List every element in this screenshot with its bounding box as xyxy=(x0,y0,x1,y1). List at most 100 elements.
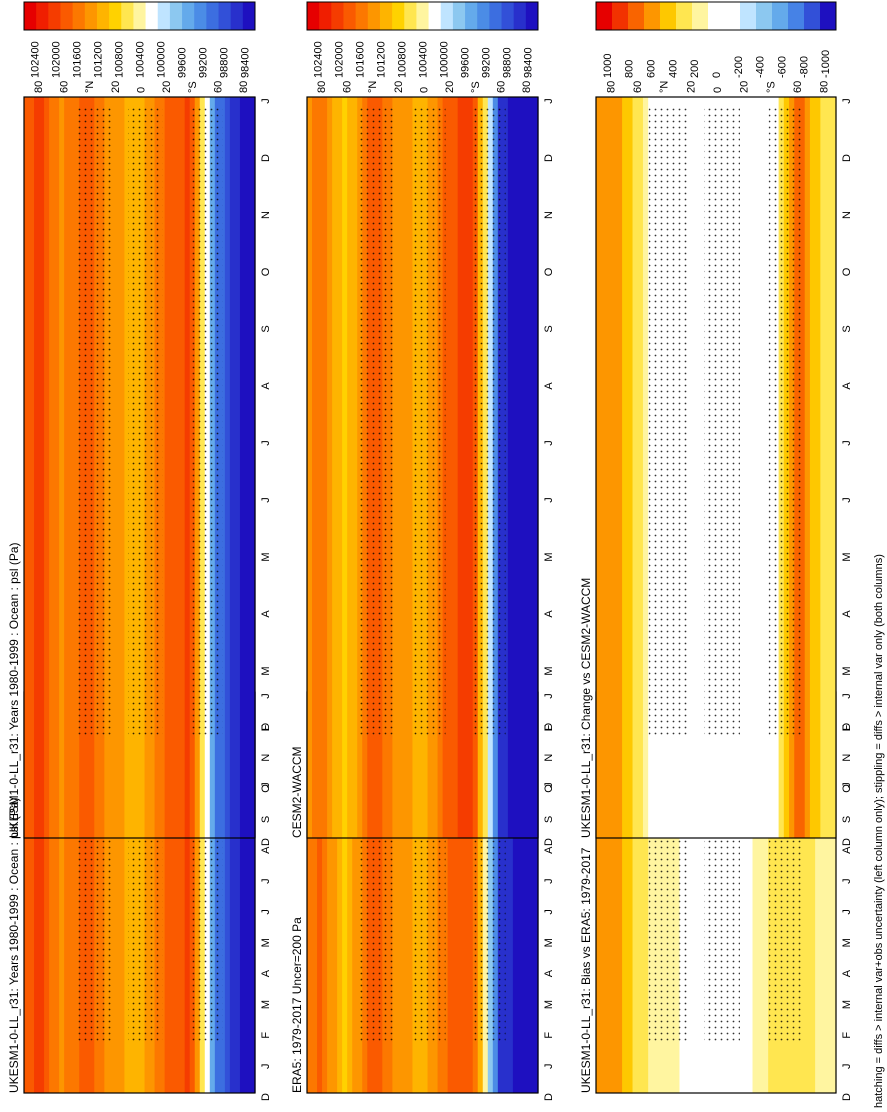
x-tick-label: J xyxy=(841,909,853,915)
colorbar-swatch xyxy=(84,2,98,30)
y-tick-label: 20 xyxy=(685,81,697,93)
colorbar-label: -800 xyxy=(798,56,810,78)
colorbar-label: 102000 xyxy=(334,41,346,78)
x-tick-label: M xyxy=(841,1000,853,1009)
heat-cell xyxy=(24,692,30,1093)
heat-cell xyxy=(109,97,115,838)
y-tick-label: 20 xyxy=(393,81,405,93)
heat-cell xyxy=(332,692,338,1093)
heat-cell xyxy=(752,97,759,838)
heat-cell xyxy=(804,692,811,1093)
heat-cell xyxy=(527,692,534,1093)
x-tick-label: S xyxy=(841,325,853,332)
panel-right-middle: 80 60 °N 20 0 20 °S 60 80 D J F M A M J J A S O N D J CESM2-WAC… xyxy=(290,1,555,846)
heat-cell xyxy=(317,692,323,1093)
heat-cell xyxy=(462,692,469,1093)
heat-cell xyxy=(402,692,409,1093)
x-tick-label: S xyxy=(260,325,272,332)
x-tick-label: D xyxy=(841,154,853,162)
heat-cell xyxy=(54,97,60,838)
x-tick-label: S xyxy=(841,816,853,823)
heat-cell xyxy=(809,692,816,1093)
heat-cell xyxy=(342,97,348,838)
heat-cell xyxy=(804,97,811,838)
stippling-region xyxy=(190,107,223,737)
heat-cell xyxy=(249,97,256,838)
heat-cell xyxy=(109,692,115,1093)
x-tick-label: M xyxy=(260,666,272,675)
heat-cell xyxy=(606,97,613,838)
colorbar-label: 200 xyxy=(689,60,701,78)
x-tick-label: A xyxy=(841,610,853,618)
y-tick-label: 20 xyxy=(161,81,173,93)
colorbar-label: 100000 xyxy=(439,41,451,78)
heat-cell xyxy=(397,97,404,838)
y-tick-label: 60 xyxy=(632,81,644,93)
x-tick-label: S xyxy=(543,816,555,823)
heat-cell xyxy=(747,97,754,838)
heat-cell xyxy=(184,692,191,1093)
panel-title: UKESM1-0-LL_r31: Years 1980-1999 : Ocean… xyxy=(7,542,21,838)
x-tick-label: O xyxy=(260,784,272,793)
colorbar-swatch xyxy=(331,2,344,30)
colorbar-label: 400 xyxy=(667,60,679,78)
heat-cell xyxy=(502,97,509,838)
heat-cell xyxy=(632,97,639,838)
heat-cell xyxy=(616,97,623,838)
colorbar-frame xyxy=(23,1,256,31)
heat-cell xyxy=(700,692,707,1093)
heat-cell xyxy=(532,97,539,838)
stippling-region xyxy=(704,107,740,737)
colorbar-swatch xyxy=(206,2,220,30)
x-tick-label: J xyxy=(841,878,853,884)
colorbar-label: -400 xyxy=(755,56,767,78)
y-tick-label: 0 xyxy=(136,87,148,93)
x-tick-label: D xyxy=(841,838,853,846)
plot-frame xyxy=(595,96,837,839)
colorbar-label: 99200 xyxy=(481,47,493,78)
heat-cell xyxy=(457,97,464,838)
x-tick-label: A xyxy=(841,846,853,854)
stippling-region xyxy=(128,107,163,737)
heat-cell xyxy=(462,97,469,838)
colorbar-label: 101600 xyxy=(72,41,84,78)
heat-cell xyxy=(616,692,623,1093)
heat-cell xyxy=(64,97,70,838)
colorbar-frame xyxy=(595,1,837,31)
heat-cell xyxy=(502,692,509,1093)
colorbar-swatch xyxy=(428,2,442,30)
y-tick-label: 0 xyxy=(712,87,724,93)
heat-cell xyxy=(467,692,474,1093)
colorbar-swatch xyxy=(756,2,773,30)
x-tick-label: M xyxy=(543,1000,555,1009)
heat-cell xyxy=(219,97,226,838)
heat-cell xyxy=(642,97,649,838)
stippling-region xyxy=(648,107,688,737)
heat-cell xyxy=(700,97,707,838)
heat-cell xyxy=(234,692,241,1093)
colorbar-label: 99600 xyxy=(177,47,189,78)
colorbar-swatch xyxy=(182,2,195,30)
colorbar-label: 800 xyxy=(624,60,636,78)
colorbar-label: 98400 xyxy=(240,47,252,78)
heat-cell xyxy=(169,97,176,838)
heat-cell xyxy=(184,97,191,838)
colorbar-label: 100400 xyxy=(418,41,430,78)
heat-cell xyxy=(809,97,816,838)
x-tick-label: D xyxy=(260,1093,272,1101)
heat-cell xyxy=(174,97,181,838)
x-tick-label: J xyxy=(543,782,555,788)
heat-cell xyxy=(337,692,343,1093)
colorbar-label: 100400 xyxy=(135,41,147,78)
heat-cell xyxy=(307,97,313,838)
y-tick-label: 60 xyxy=(342,81,354,93)
colorbar-label: 102000 xyxy=(51,41,63,78)
heat-cell xyxy=(322,97,328,838)
x-tick-label: A xyxy=(260,846,272,854)
x-tick-label: F xyxy=(260,724,272,731)
heat-cell xyxy=(327,692,333,1093)
x-tick-label: J xyxy=(260,497,272,503)
colorbar-swatch xyxy=(392,2,405,30)
y-tick-label: 60 xyxy=(213,81,225,93)
